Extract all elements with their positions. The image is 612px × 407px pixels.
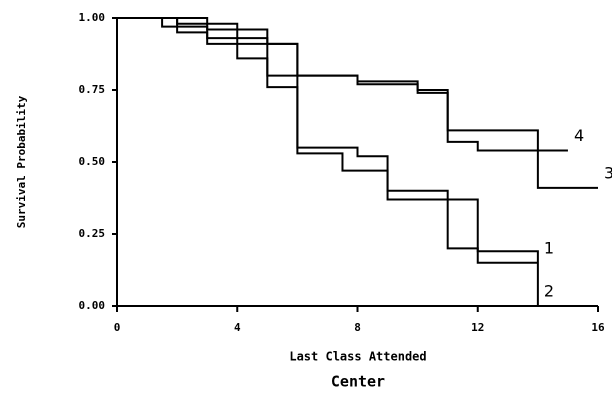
- x-tick-label: 4: [234, 321, 241, 334]
- survival-curve: [117, 17, 539, 306]
- x-tick-label: 16: [591, 321, 605, 334]
- y-tick-label: 0.50: [79, 155, 106, 168]
- series-label: 2: [544, 282, 554, 301]
- y-axis-label: Survival Probability: [15, 95, 28, 228]
- chart-title: Center: [331, 373, 385, 391]
- series-label: 1: [544, 238, 554, 257]
- y-tick-label: 0.25: [79, 227, 106, 240]
- y-tick-label: 0.75: [79, 83, 106, 96]
- survival-curve: [117, 17, 568, 152]
- series-label: 3: [604, 163, 612, 182]
- x-tick-label: 8: [354, 321, 361, 334]
- survival-curve: [117, 17, 538, 264]
- survival-curve: [117, 17, 598, 189]
- y-tick-label: 1.00: [79, 11, 106, 24]
- y-tick-label: 0.00: [79, 299, 106, 312]
- x-tick-label: 0: [114, 321, 121, 334]
- series-label: 4: [574, 126, 584, 145]
- x-axis-label: Last Class Attended: [289, 350, 426, 364]
- x-tick-label: 12: [471, 321, 484, 334]
